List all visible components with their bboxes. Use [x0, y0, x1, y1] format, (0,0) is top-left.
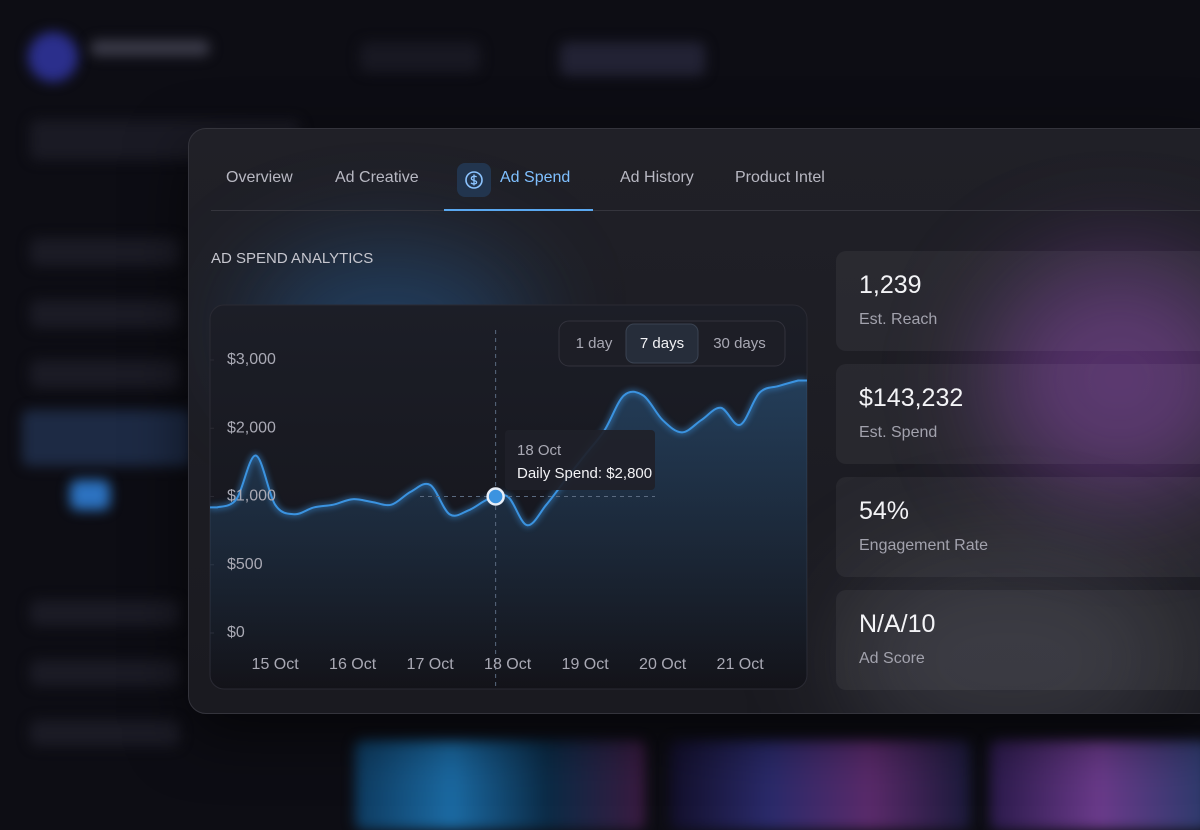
stat-value: 1,239 — [859, 271, 922, 299]
tab[interactable]: Overview — [226, 169, 293, 186]
stat-value: $143,232 — [859, 384, 964, 412]
blurred-text — [90, 40, 210, 56]
blurred-crumb — [360, 42, 480, 72]
analytics-panel: Overview Ad Creative Ad Spend Ad History Pro… — [188, 128, 1200, 714]
tab[interactable]: Ad Spend — [500, 169, 571, 186]
section-title: AD SPEND ANALYTICS — [211, 250, 374, 267]
tab[interactable]: Ad Creative — [335, 169, 419, 186]
blurred-item — [30, 720, 180, 746]
blurred-crumb — [560, 42, 705, 76]
stat-card: N/A/10 Ad Score — [836, 590, 1200, 690]
glow — [839, 549, 1179, 713]
blurred-thumbnail — [355, 740, 645, 830]
tab[interactable]: Ad History — [620, 169, 694, 186]
tab[interactable]: Product Intel — [735, 169, 825, 186]
stat-label: Engagement Rate — [859, 537, 988, 554]
blurred-icon — [70, 480, 110, 510]
blurred-thumbnail — [670, 740, 970, 830]
stat-value: N/A/10 — [859, 610, 936, 638]
glow — [249, 249, 529, 409]
active-tab-indicator — [444, 209, 593, 211]
blurred-item — [22, 410, 192, 466]
stat-card: $143,232 Est. Spend — [836, 364, 1200, 464]
blurred-item — [30, 600, 180, 626]
glow — [989, 259, 1200, 499]
tab-divider — [211, 210, 1200, 211]
stat-label: Ad Score — [859, 650, 925, 667]
stat-value: 54% — [859, 497, 910, 525]
stat-label: Est. Spend — [859, 424, 938, 441]
blurred-item — [30, 238, 180, 266]
blurred-avatar — [28, 32, 78, 82]
blurred-thumbnail — [990, 740, 1200, 830]
stat-card: 1,239 Est. Reach — [836, 251, 1200, 351]
stat-card: 54% Engagement Rate — [836, 477, 1200, 577]
blurred-item — [30, 300, 180, 328]
blurred-item — [30, 660, 180, 686]
stat-label: Est. Reach — [859, 311, 938, 328]
blurred-item — [30, 360, 180, 388]
